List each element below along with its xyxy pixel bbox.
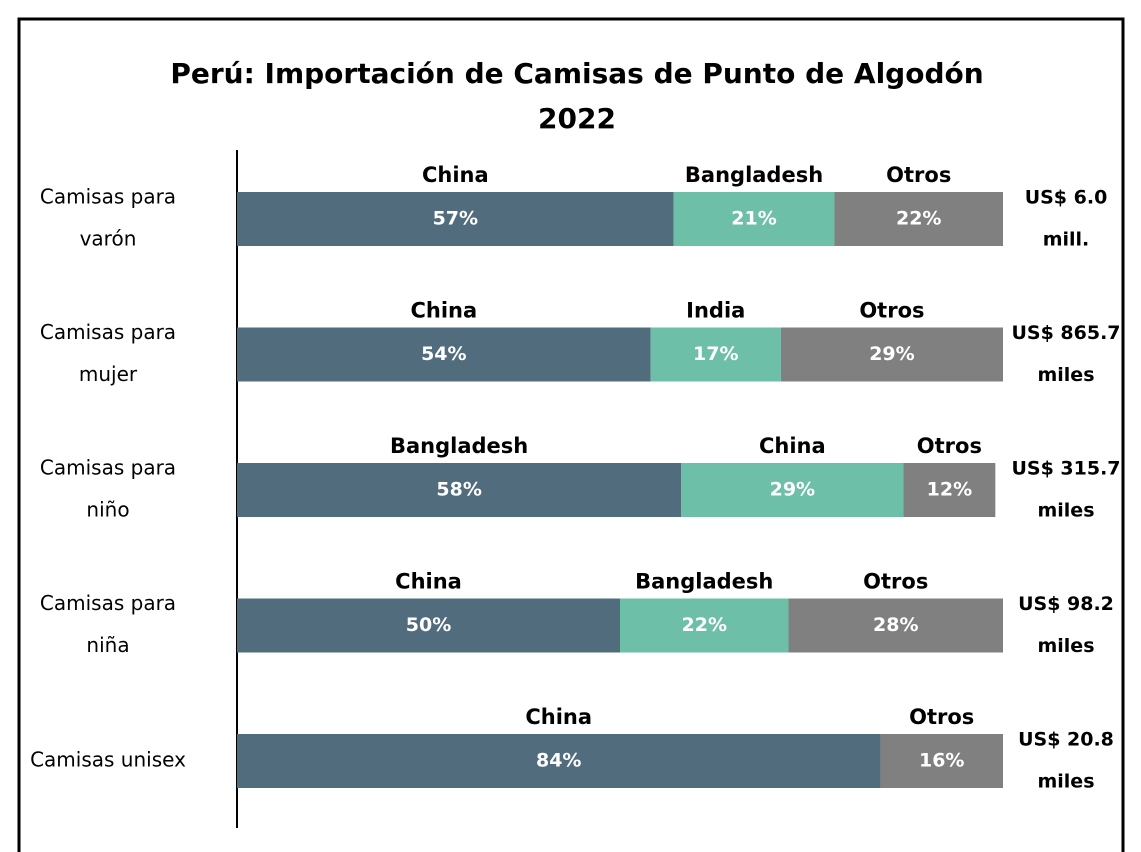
total-label: US$ 6.0 xyxy=(1025,187,1108,209)
value-label: 12% xyxy=(927,479,972,501)
value-label: 57% xyxy=(433,208,478,230)
category-label: mujer xyxy=(79,362,138,386)
bar-segment xyxy=(681,463,904,517)
segment-name: China xyxy=(422,163,489,187)
value-label: 22% xyxy=(682,614,727,636)
chart-title: Perú: Importación de Camisas de Punto de… xyxy=(170,57,983,90)
category-label: Camisas para xyxy=(40,185,176,209)
bar-segment xyxy=(780,327,1003,382)
category-label: Camisas unisex xyxy=(30,748,186,772)
segment-name: Bangladesh xyxy=(635,570,773,594)
segment-name: Otros xyxy=(859,299,924,323)
total-label: miles xyxy=(1037,635,1094,657)
bar-segment xyxy=(834,192,1003,246)
value-label: 29% xyxy=(869,343,914,365)
total-label: US$ 865.7 xyxy=(1011,322,1120,344)
value-label: 29% xyxy=(770,479,815,501)
bar-segment xyxy=(237,327,651,382)
bar-segment xyxy=(237,463,682,517)
segment-name: Otros xyxy=(863,570,928,594)
total-label: mill. xyxy=(1043,229,1090,251)
bar-segment xyxy=(673,192,835,246)
category-label: Camisas para xyxy=(40,456,176,480)
value-label: 54% xyxy=(421,343,466,365)
bar-segment xyxy=(620,598,789,653)
total-label: US$ 20.8 xyxy=(1018,729,1114,751)
total-label: US$ 98.2 xyxy=(1018,593,1114,615)
value-label: 50% xyxy=(406,614,451,636)
segment-name: China xyxy=(525,705,592,729)
bar-segment xyxy=(237,192,674,246)
chart-title: 2022 xyxy=(538,102,616,135)
value-label: 22% xyxy=(896,208,941,230)
value-label: 28% xyxy=(873,614,918,636)
bar-segment xyxy=(650,327,781,382)
total-label: miles xyxy=(1037,500,1094,522)
value-label: 21% xyxy=(731,208,776,230)
segment-name: Bangladesh xyxy=(685,163,823,187)
segment-name: Bangladesh xyxy=(390,434,528,458)
frame xyxy=(17,17,1125,852)
category-label: varón xyxy=(80,227,137,251)
total-label: miles xyxy=(1037,771,1094,793)
segment-name: China xyxy=(410,299,477,323)
bar-segment xyxy=(788,598,1003,653)
bar-segment xyxy=(237,598,620,653)
segment-name: Otros xyxy=(886,163,951,187)
value-label: 17% xyxy=(693,343,738,365)
category-label: niña xyxy=(86,633,129,657)
category-label: Camisas para xyxy=(40,591,176,615)
segment-name: China xyxy=(395,570,462,594)
value-label: 58% xyxy=(436,479,481,501)
total-label: US$ 315.7 xyxy=(1011,458,1120,480)
total-label: miles xyxy=(1037,364,1094,386)
category-label: niño xyxy=(86,498,129,522)
bar-segment xyxy=(237,734,881,788)
bar-segment xyxy=(880,734,1003,788)
value-label: 84% xyxy=(536,750,581,772)
bar-segment xyxy=(903,463,996,517)
segment-name: Otros xyxy=(917,434,982,458)
segment-name: India xyxy=(686,299,745,323)
segment-name: Otros xyxy=(909,705,974,729)
category-label: Camisas para xyxy=(40,320,176,344)
value-label: 16% xyxy=(919,750,964,772)
segment-name: China xyxy=(759,434,826,458)
